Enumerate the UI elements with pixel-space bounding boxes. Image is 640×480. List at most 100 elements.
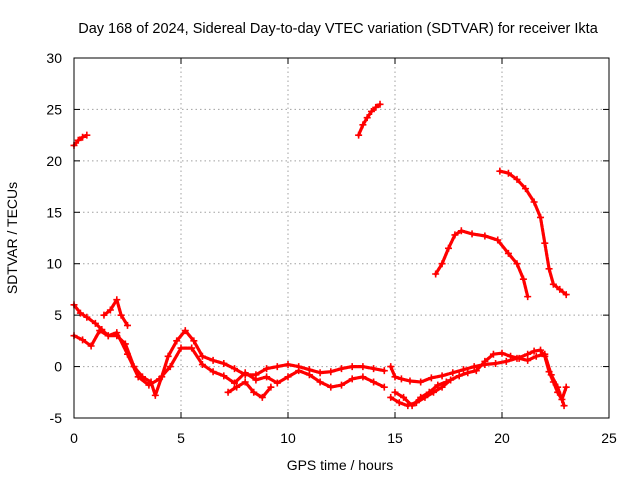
data-point-marker bbox=[273, 363, 281, 371]
data-point-marker bbox=[391, 373, 399, 381]
data-point-marker bbox=[273, 379, 281, 387]
plot-frame bbox=[73, 57, 610, 419]
x-axis-label: GPS time / hours bbox=[287, 457, 394, 473]
data-point-marker bbox=[113, 296, 121, 304]
y-tick-label: 15 bbox=[46, 204, 62, 220]
data-point-marker bbox=[359, 373, 367, 381]
data-point-marker bbox=[267, 383, 275, 391]
data-point-marker bbox=[541, 239, 549, 247]
data-point-marker bbox=[104, 332, 112, 340]
data-point-marker bbox=[376, 100, 384, 108]
data-point-marker bbox=[359, 363, 367, 371]
data-point-marker bbox=[241, 369, 249, 377]
y-tick-label: 20 bbox=[46, 153, 62, 169]
data-point-marker bbox=[541, 350, 549, 358]
data-point-marker bbox=[481, 357, 489, 365]
data-point-marker bbox=[560, 402, 568, 410]
data-point-marker bbox=[507, 352, 515, 360]
data-point-marker bbox=[74, 136, 82, 144]
y-tick-label: 0 bbox=[54, 359, 62, 375]
data-point-marker bbox=[442, 378, 450, 386]
data-point-marker bbox=[263, 365, 271, 373]
y-tick-label: 5 bbox=[54, 307, 62, 323]
data-point-marker bbox=[367, 107, 375, 115]
data-point-marker bbox=[91, 319, 99, 327]
data-point-marker bbox=[451, 231, 459, 239]
x-tick-label: 5 bbox=[177, 430, 185, 446]
data-point-marker bbox=[327, 368, 335, 376]
x-tick-label: 0 bbox=[70, 430, 78, 446]
axis-ticks: 0 5 10 15 20 25 -5 0 5 10 15 20 25 30 bbox=[46, 50, 617, 446]
data-point-marker bbox=[181, 327, 189, 335]
data-point-marker bbox=[554, 383, 562, 391]
data-point-marker bbox=[387, 393, 395, 401]
data-point-marker bbox=[524, 356, 532, 364]
data-point-marker bbox=[562, 383, 570, 391]
data-point-marker bbox=[316, 369, 324, 377]
data-point-marker bbox=[106, 306, 114, 314]
data-point-marker bbox=[134, 373, 142, 381]
data-point-marker bbox=[220, 372, 228, 380]
data-point-marker bbox=[434, 381, 442, 389]
data-point-marker bbox=[459, 366, 467, 374]
data-point-marker bbox=[338, 365, 345, 373]
data-point-marker bbox=[468, 230, 476, 238]
data-point-marker bbox=[198, 361, 206, 369]
data-point-marker bbox=[397, 375, 405, 383]
data-point-marker bbox=[513, 175, 521, 183]
data-point-marker bbox=[417, 378, 425, 386]
data-point-marker bbox=[164, 352, 172, 360]
data-point-marker bbox=[209, 368, 217, 376]
x-tick-label: 20 bbox=[494, 430, 510, 446]
grid bbox=[74, 58, 609, 418]
data-point-marker bbox=[231, 365, 238, 373]
data-point-marker bbox=[188, 344, 196, 352]
data-point-marker bbox=[395, 399, 403, 407]
data-point-marker bbox=[156, 375, 164, 383]
data-point-marker bbox=[417, 393, 425, 401]
data-point-marker bbox=[198, 352, 206, 360]
data-point-marker bbox=[124, 321, 131, 329]
data-point-marker bbox=[530, 198, 538, 206]
data-point-marker bbox=[96, 327, 104, 335]
y-tick-label: 25 bbox=[46, 101, 62, 117]
data-point-marker bbox=[348, 363, 356, 371]
x-tick-label: 15 bbox=[387, 430, 403, 446]
data-point-marker bbox=[177, 344, 185, 352]
data-point-marker bbox=[355, 131, 363, 139]
data-point-marker bbox=[263, 373, 271, 381]
data-point-marker bbox=[316, 378, 324, 386]
data-point-marker bbox=[447, 376, 455, 384]
data-point-marker bbox=[76, 309, 84, 317]
data-point-marker bbox=[224, 388, 232, 396]
data-point-marker bbox=[380, 383, 388, 391]
series-arc-1 bbox=[72, 133, 89, 147]
data-point-marker bbox=[400, 393, 408, 401]
data-point-marker bbox=[425, 388, 433, 396]
data-point-marker bbox=[87, 342, 95, 350]
data-point-marker bbox=[220, 359, 228, 367]
data-point-marker bbox=[464, 369, 472, 377]
data-point-marker bbox=[532, 352, 540, 360]
data-point-marker bbox=[455, 372, 463, 380]
series-arc-7 bbox=[102, 298, 130, 327]
data-point-marker bbox=[173, 337, 181, 345]
data-point-marker bbox=[408, 402, 416, 410]
data-point-marker bbox=[370, 365, 378, 373]
data-point-marker bbox=[363, 114, 371, 122]
series-arc-4 bbox=[434, 229, 530, 299]
chart-title: Day 168 of 2024, Sidereal Day-to-day VTE… bbox=[78, 21, 598, 37]
data-point-marker bbox=[241, 378, 249, 386]
data-point-marker bbox=[537, 346, 545, 354]
data-point-marker bbox=[524, 293, 532, 301]
data-point-marker bbox=[79, 336, 87, 344]
data-point-marker bbox=[284, 361, 292, 369]
data-point-marker bbox=[124, 350, 131, 358]
data-point-marker bbox=[489, 350, 497, 358]
data-point-marker bbox=[494, 236, 502, 244]
data-point-marker bbox=[190, 337, 198, 345]
data-point-marker bbox=[498, 349, 506, 357]
data-point-marker bbox=[83, 131, 91, 139]
data-point-marker bbox=[370, 378, 378, 386]
